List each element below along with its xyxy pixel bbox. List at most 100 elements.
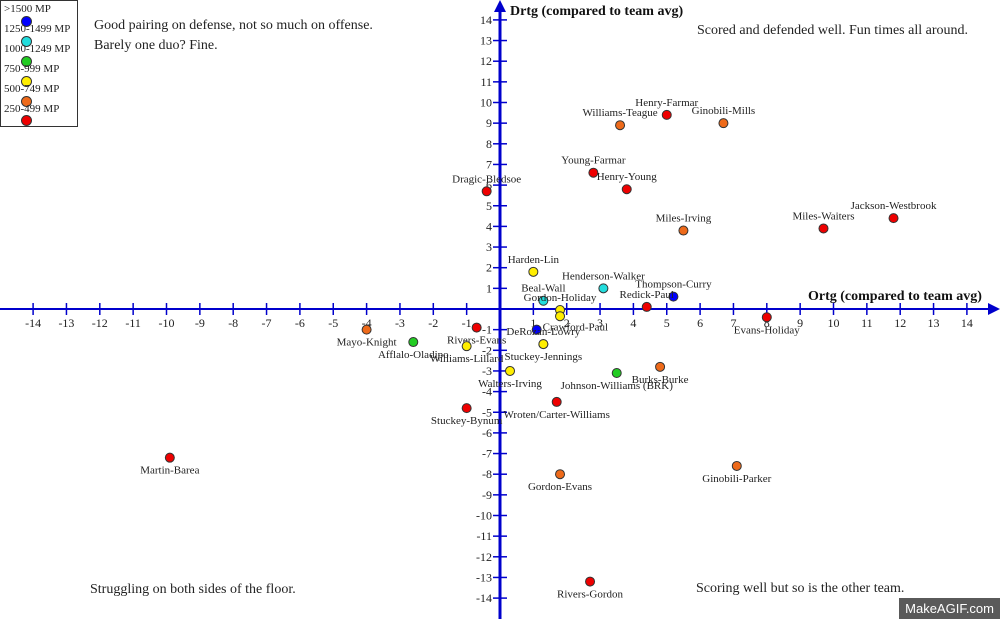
data-point-label: DeRozan-Lowry xyxy=(506,326,580,338)
data-point-label: Beal-Wall xyxy=(521,283,565,295)
data-point xyxy=(818,223,829,234)
legend-label: 500-749 MP xyxy=(4,83,60,95)
data-point xyxy=(655,361,666,372)
x-tick-label: -3 xyxy=(395,316,405,330)
data-point-label: Johnson-Williams (BRK) xyxy=(561,380,674,392)
x-tick-label: -9 xyxy=(195,316,205,330)
legend-label: 750-999 MP xyxy=(4,63,60,75)
x-tick-label: 11 xyxy=(861,316,873,330)
y-tick-label: 3 xyxy=(486,240,492,254)
data-point xyxy=(555,469,566,480)
x-tick-label: 3 xyxy=(597,316,603,330)
data-point xyxy=(661,109,672,120)
data-point xyxy=(731,460,742,471)
x-tick-label: 14 xyxy=(961,316,973,330)
x-tick-label: 10 xyxy=(828,316,840,330)
y-tick-label: 13 xyxy=(480,34,492,48)
data-point-label: Henry-Farmar xyxy=(635,97,698,109)
x-axis-arrow xyxy=(988,303,1000,315)
annotation-bottom-left: Struggling on both sides of the floor. xyxy=(90,582,296,597)
y-axis-arrow xyxy=(494,0,506,12)
y-tick-label: -1 xyxy=(482,323,492,337)
data-point-label: Henry-Young xyxy=(597,171,657,183)
data-point xyxy=(505,365,516,376)
data-point xyxy=(615,120,626,131)
data-point xyxy=(361,324,372,335)
data-point-label: Wroten/Carter-Williams xyxy=(503,409,609,421)
legend-marker xyxy=(21,56,32,67)
annotation-bottom-right: Scoring well but so is the other team. xyxy=(696,581,905,596)
data-point xyxy=(678,225,689,236)
y-tick-label: -14 xyxy=(476,591,492,605)
data-point-label: Miles-Waiters xyxy=(792,210,854,222)
y-tick-label: -5 xyxy=(482,405,492,419)
x-tick-label: -6 xyxy=(295,316,305,330)
data-point xyxy=(621,184,632,195)
x-tick-label: -14 xyxy=(25,316,41,330)
data-point-label: Williams-Teague xyxy=(582,107,657,119)
ticks: -14 -13 -12 -11 -10 -9 -8 -7 -6 -5 -4 -3 -2 -1 1 2 3 4 5 6 7… xyxy=(25,13,973,605)
data-point-label: Redick-Paul xyxy=(620,289,674,301)
data-point xyxy=(555,311,566,322)
data-point xyxy=(668,291,679,302)
data-point-label: Ginobili-Mills xyxy=(692,105,756,117)
x-tick-label: 8 xyxy=(764,316,770,330)
data-point-label: Williams-Lillard xyxy=(430,353,504,365)
data-point-label: Crawford-Paul xyxy=(543,322,608,334)
y-tick-label: -8 xyxy=(482,467,492,481)
y-tick-label: 8 xyxy=(486,137,492,151)
watermark: MakeAGIF.com xyxy=(899,598,1000,619)
y-tick-label: 9 xyxy=(486,116,492,130)
annotation-top-right: Scored and defended well. Fun times all … xyxy=(697,23,968,38)
data-point xyxy=(471,322,482,333)
data-point-label: Evans-Holiday xyxy=(734,324,800,336)
y-tick-label: 4 xyxy=(486,219,492,233)
data-point-label: Martin-Barea xyxy=(140,465,199,477)
data-point xyxy=(408,337,419,348)
data-point-label: Young-Farmar xyxy=(561,155,626,167)
legend-marker xyxy=(21,16,32,27)
y-tick-label: 6 xyxy=(486,178,492,192)
data-point-label: Afflalo-Oladipo xyxy=(378,349,449,361)
data-point xyxy=(528,266,539,277)
y-tick-label: -3 xyxy=(482,364,492,378)
x-tick-label: -2 xyxy=(428,316,438,330)
legend-label: 1000-1249 MP xyxy=(4,43,71,55)
x-axis-title: Ortg (compared to team avg) xyxy=(808,289,982,304)
x-tick-label: -5 xyxy=(328,316,338,330)
data-point-label: Stuckey-Bynum xyxy=(431,415,503,427)
data-point-label: Thompson-Curry xyxy=(635,279,712,291)
data-point-label: Mayo-Knight xyxy=(337,337,397,349)
data-point xyxy=(718,118,729,129)
x-tick-label: -12 xyxy=(92,316,108,330)
data-point-label: Miles-Irving xyxy=(656,213,712,225)
data-point xyxy=(461,341,472,352)
x-tick-label: 12 xyxy=(894,316,906,330)
y-tick-label: 5 xyxy=(486,199,492,213)
data-point xyxy=(585,576,596,587)
y-tick-label: 7 xyxy=(486,157,492,171)
data-point xyxy=(481,186,492,197)
data-point-label: Rivers-Gordon xyxy=(557,589,623,601)
data-point xyxy=(538,339,549,350)
data-point xyxy=(598,283,609,294)
x-tick-label: -4 xyxy=(362,316,372,330)
data-point-label: Burks-Burke xyxy=(632,374,689,386)
x-tick-label: -8 xyxy=(228,316,238,330)
x-tick-label: -1 xyxy=(462,316,472,330)
x-tick-label: 7 xyxy=(730,316,736,330)
y-tick-label: 1 xyxy=(486,281,492,295)
x-tick-label: -11 xyxy=(125,316,141,330)
annotation-top-left: Good pairing on defense, not so much on … xyxy=(94,18,373,33)
data-point xyxy=(164,452,175,463)
y-tick-label: -11 xyxy=(476,529,492,543)
data-point xyxy=(761,312,772,323)
data-point xyxy=(538,295,549,306)
y-tick-label: -12 xyxy=(476,550,492,564)
data-point-label: Stuckey-Jennings xyxy=(505,351,583,363)
data-point-label: Henderson-Walker xyxy=(562,270,645,282)
y-axis-title: Drtg (compared to team avg) xyxy=(510,4,683,19)
